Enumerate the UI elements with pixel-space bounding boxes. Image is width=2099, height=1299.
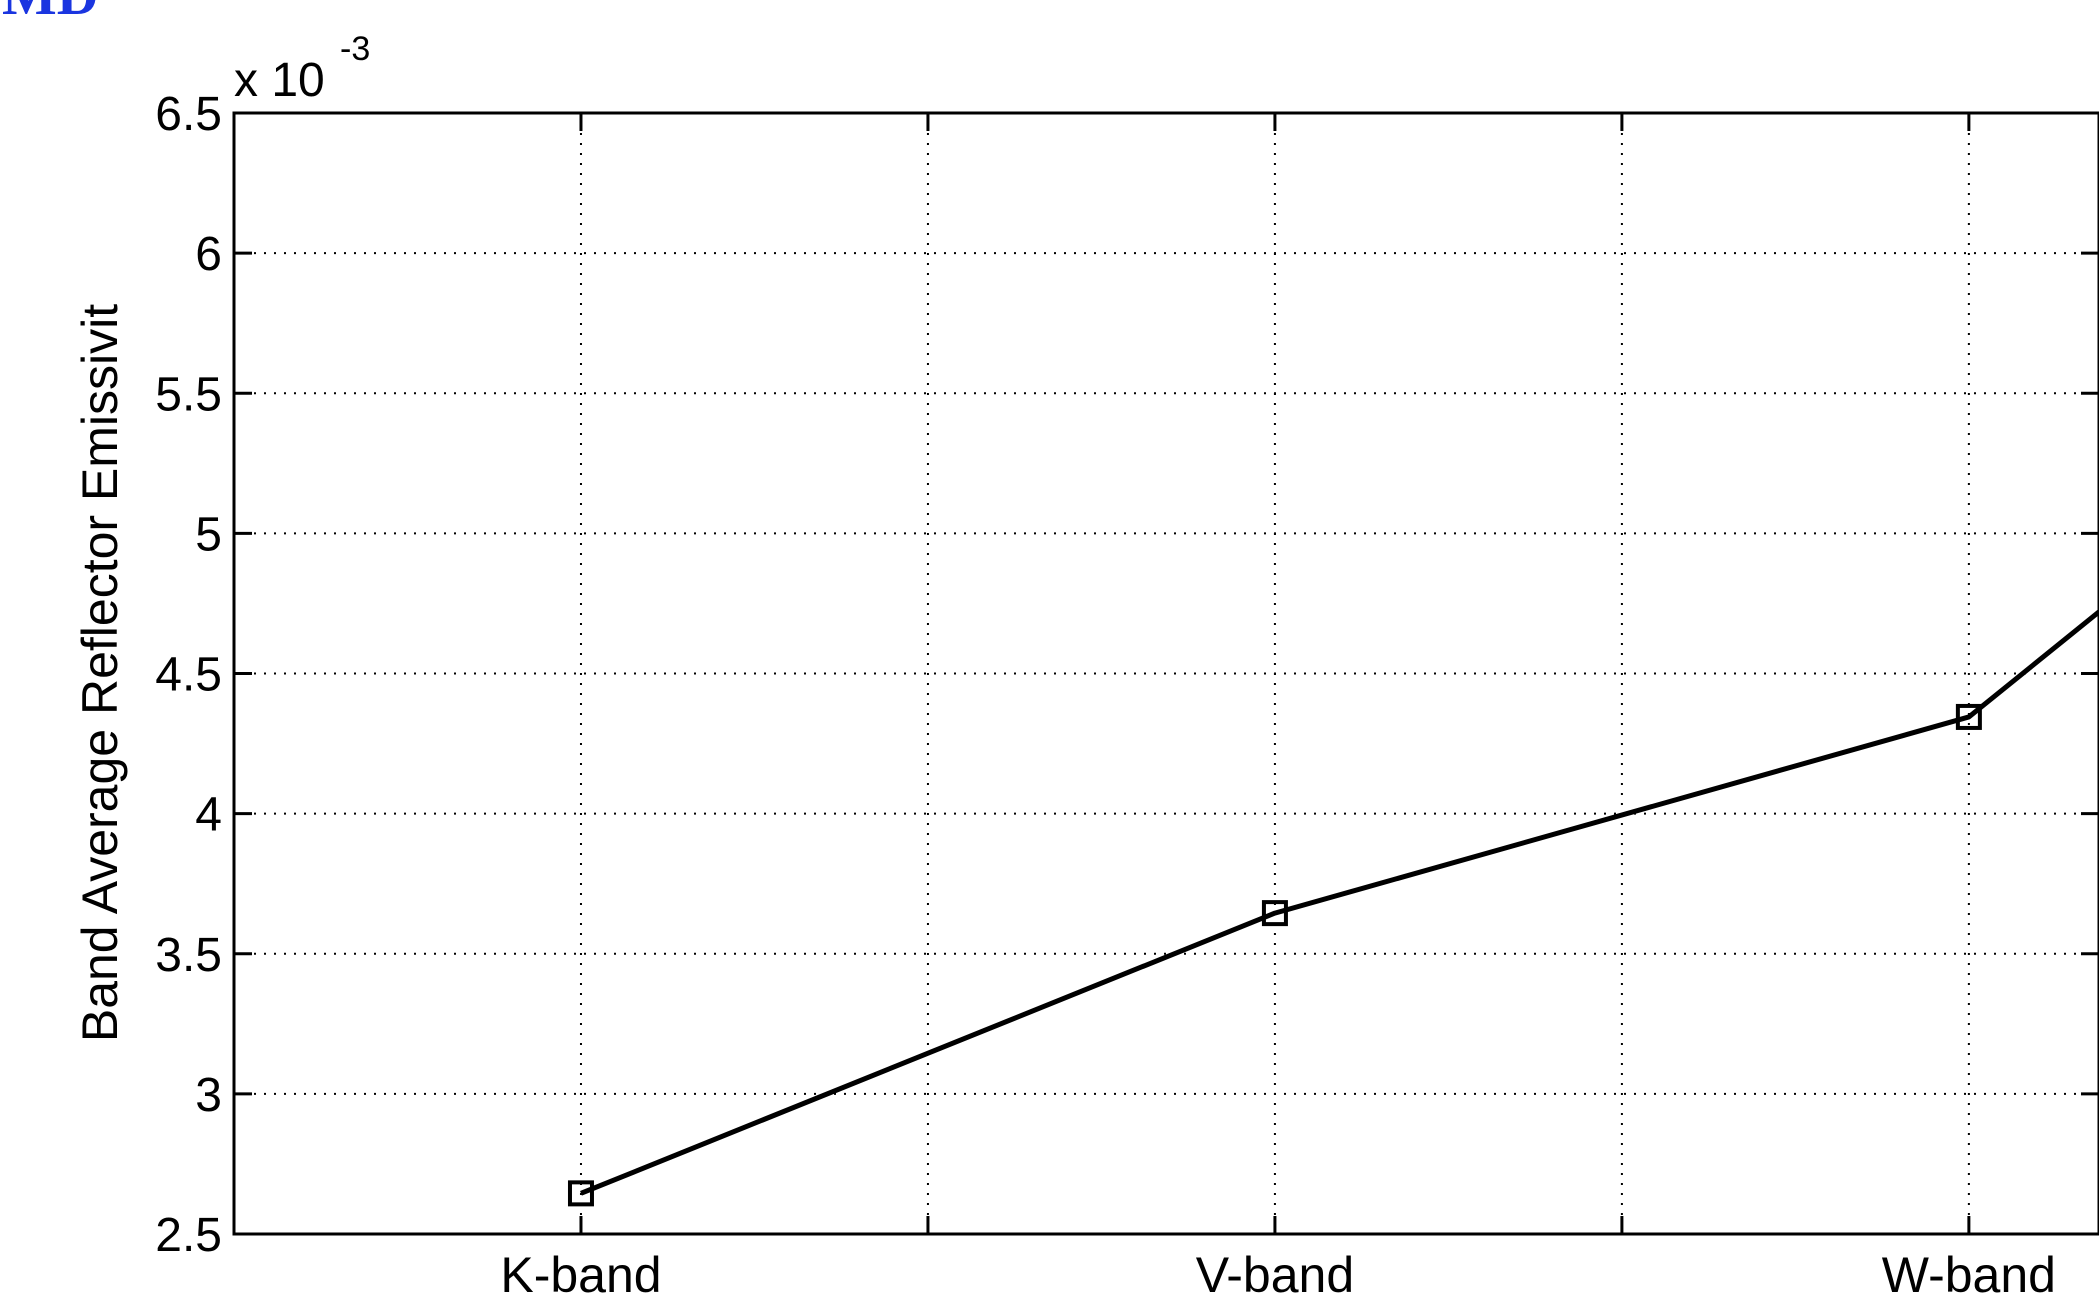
x-tick-label: V-band xyxy=(1196,1247,1354,1299)
y-tick-label: 6 xyxy=(195,228,222,281)
data-point-marker xyxy=(1955,703,1982,730)
y-tick-label: 2.5 xyxy=(155,1209,222,1262)
y-tick-label: 4.5 xyxy=(155,649,222,702)
data-point-marker xyxy=(567,1180,594,1207)
y-axis-label: Band Average Reflector Emissivit xyxy=(72,304,128,1042)
grid-lines xyxy=(234,113,2099,1234)
y-tick-label: 5 xyxy=(195,508,222,561)
y-tick-label: 3 xyxy=(195,1069,222,1122)
page-header-text: MD xyxy=(2,0,99,24)
y-scale-multiplier: x 10 xyxy=(234,54,325,107)
y-tick-label: 3.5 xyxy=(155,929,222,982)
y-tick-label: 5.5 xyxy=(155,368,222,421)
y-tick-label: 6.5 xyxy=(155,88,222,141)
y-scale-exponent: -3 xyxy=(340,30,370,68)
data-series xyxy=(567,608,2099,1207)
series-line xyxy=(580,608,2099,1196)
axis-ticks xyxy=(234,111,2099,1236)
y-tick-label: 4 xyxy=(195,789,222,842)
x-tick-label: W-band xyxy=(1882,1247,2056,1299)
x-tick-label: K-band xyxy=(500,1247,661,1299)
y-tick-labels: 2.5 3 3.5 4 4.5 5 5.5 6 6.5 xyxy=(155,88,222,1262)
data-point-marker xyxy=(1261,900,1288,927)
plot-area-frame xyxy=(232,111,2099,1236)
